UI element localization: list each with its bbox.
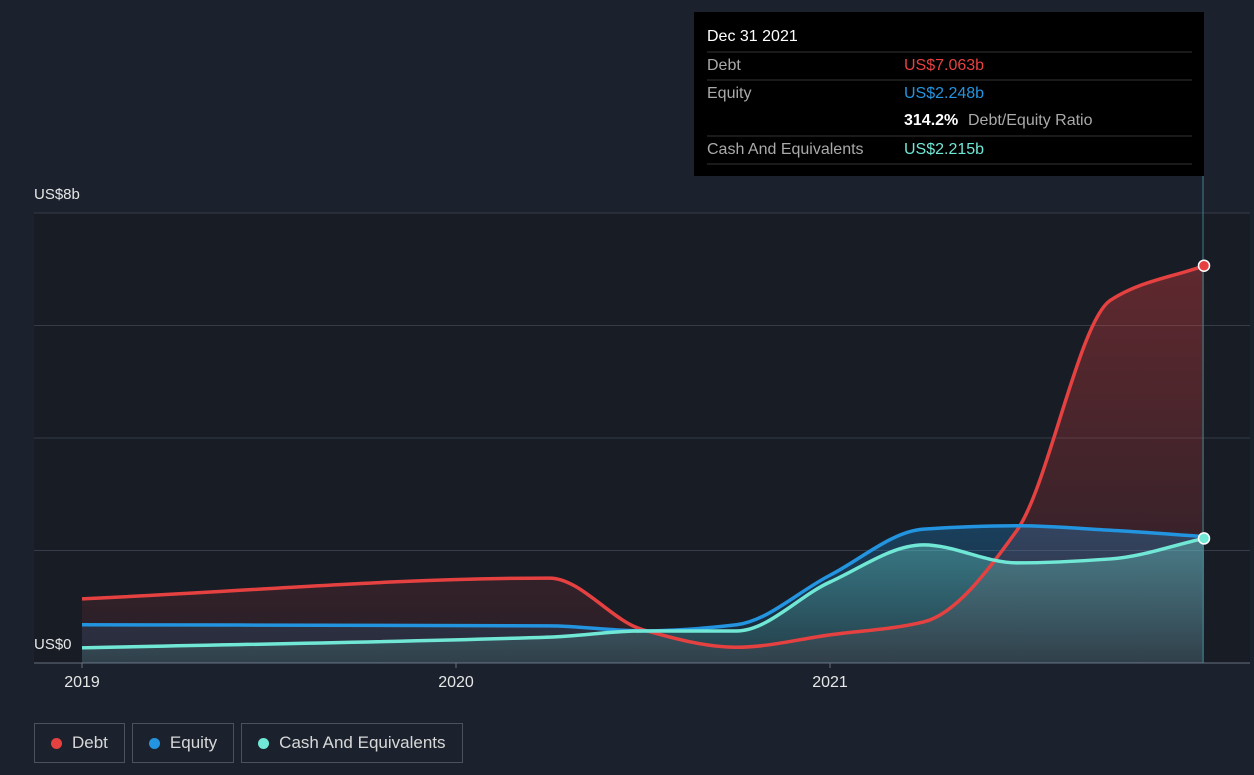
legend-item[interactable]: Cash And Equivalents bbox=[241, 723, 463, 763]
point-marker bbox=[1197, 259, 1211, 272]
legend-item[interactable]: Equity bbox=[131, 723, 235, 763]
tooltip-label: Cash And Equivalents bbox=[707, 141, 864, 158]
tooltip: Dec 31 2021 Debt US$7.063b Equity US$2.2… bbox=[694, 12, 1204, 176]
tooltip-value: US$2.215b bbox=[904, 141, 984, 158]
line bbox=[81, 536, 1205, 650]
tooltip-value: US$7.063b bbox=[904, 57, 984, 74]
y-tick-label: US$0 bbox=[34, 636, 72, 653]
y-tick-label: US$8b bbox=[34, 186, 80, 203]
tooltip-value: US$2.248b bbox=[904, 85, 984, 102]
point-marker bbox=[1197, 532, 1211, 545]
tooltip-label: Equity bbox=[707, 85, 751, 102]
tooltip-label: Debt bbox=[707, 57, 741, 74]
tooltip-title: Dec 31 2021 bbox=[707, 28, 798, 45]
legend-label: Debt bbox=[72, 733, 108, 752]
tooltip-note: Debt/Equity Ratio bbox=[968, 112, 1093, 129]
tooltip-value: 314.2% bbox=[904, 112, 958, 129]
area bbox=[82, 538, 1204, 663]
x-tick-label: 2021 bbox=[812, 674, 848, 691]
legend-swatch bbox=[258, 737, 270, 749]
x-tick-label: 2019 bbox=[64, 674, 100, 691]
legend: Debt Equity Cash And Equivalents bbox=[34, 723, 463, 763]
legend-label: Cash And Equivalents bbox=[279, 733, 446, 752]
line bbox=[81, 264, 1205, 650]
tooltip-box bbox=[694, 12, 1204, 176]
legend-swatch bbox=[51, 737, 62, 749]
legend-label: Equity bbox=[169, 733, 218, 752]
line bbox=[81, 523, 1205, 633]
legend-item[interactable]: Debt bbox=[34, 723, 125, 763]
x-tick-label: 2020 bbox=[438, 674, 474, 691]
legend-swatch bbox=[148, 737, 160, 749]
